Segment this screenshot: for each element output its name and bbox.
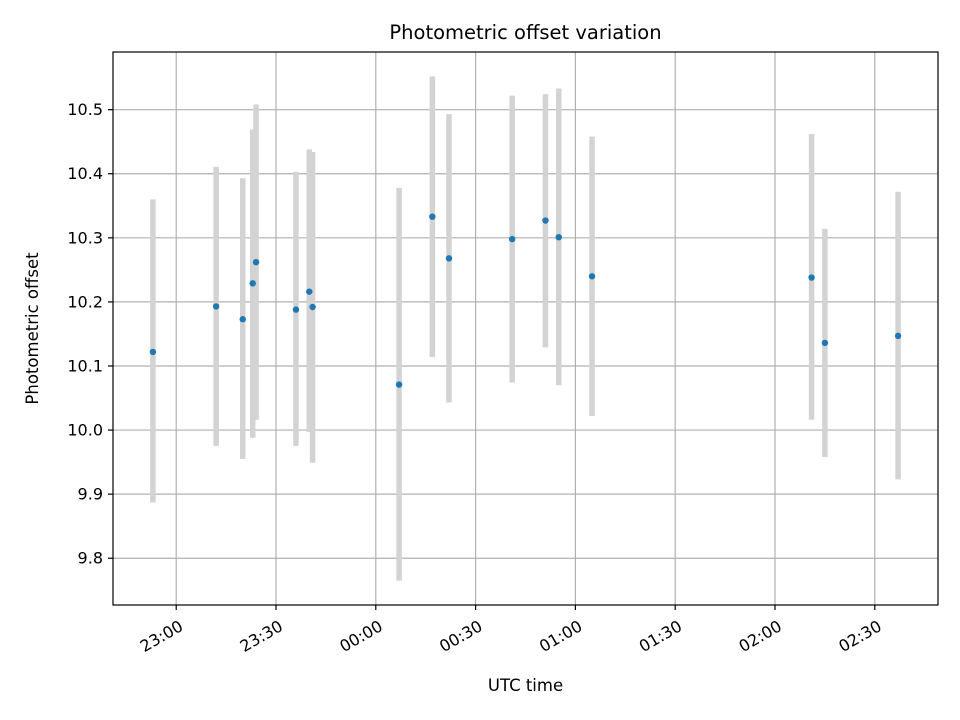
data-point — [808, 274, 815, 281]
data-point — [508, 235, 516, 243]
y-axis-label: Photometric offset — [23, 252, 42, 405]
plot-area-frame — [112, 51, 939, 606]
data-point — [588, 273, 596, 280]
data-point — [542, 217, 549, 224]
chart-title: Photometric offset variation — [389, 21, 661, 44]
data-point — [309, 303, 316, 311]
data-point — [555, 233, 562, 241]
data-points — [149, 213, 902, 388]
data-point — [445, 255, 453, 262]
y-tick-label: 9.9 — [78, 485, 103, 504]
data-point — [395, 381, 403, 388]
x-axis-label: UTC time — [488, 676, 563, 695]
y-tick-label: 10.2 — [67, 292, 103, 311]
y-tick-label: 9.8 — [78, 549, 103, 568]
data-point — [894, 332, 902, 340]
data-point — [292, 306, 300, 313]
y-tick-label: 10.4 — [67, 164, 103, 183]
axis-ticks — [108, 109, 876, 610]
data-point — [212, 303, 220, 310]
data-point — [249, 280, 256, 287]
y-tick-label: 10.1 — [67, 356, 103, 375]
data-point — [821, 339, 829, 347]
y-tick-label: 10.0 — [67, 421, 103, 440]
data-point — [429, 213, 436, 220]
data-point — [149, 348, 157, 356]
data-point — [306, 288, 313, 295]
data-point — [239, 316, 246, 323]
y-tick-label: 10.3 — [67, 228, 103, 247]
y-axis-tick-labels: 9.8 9.9 10.0 10.1 10.2 10.3 10.4 10.5 — [67, 100, 103, 568]
y-tick-label: 10.5 — [67, 100, 103, 119]
data-point — [252, 258, 260, 266]
